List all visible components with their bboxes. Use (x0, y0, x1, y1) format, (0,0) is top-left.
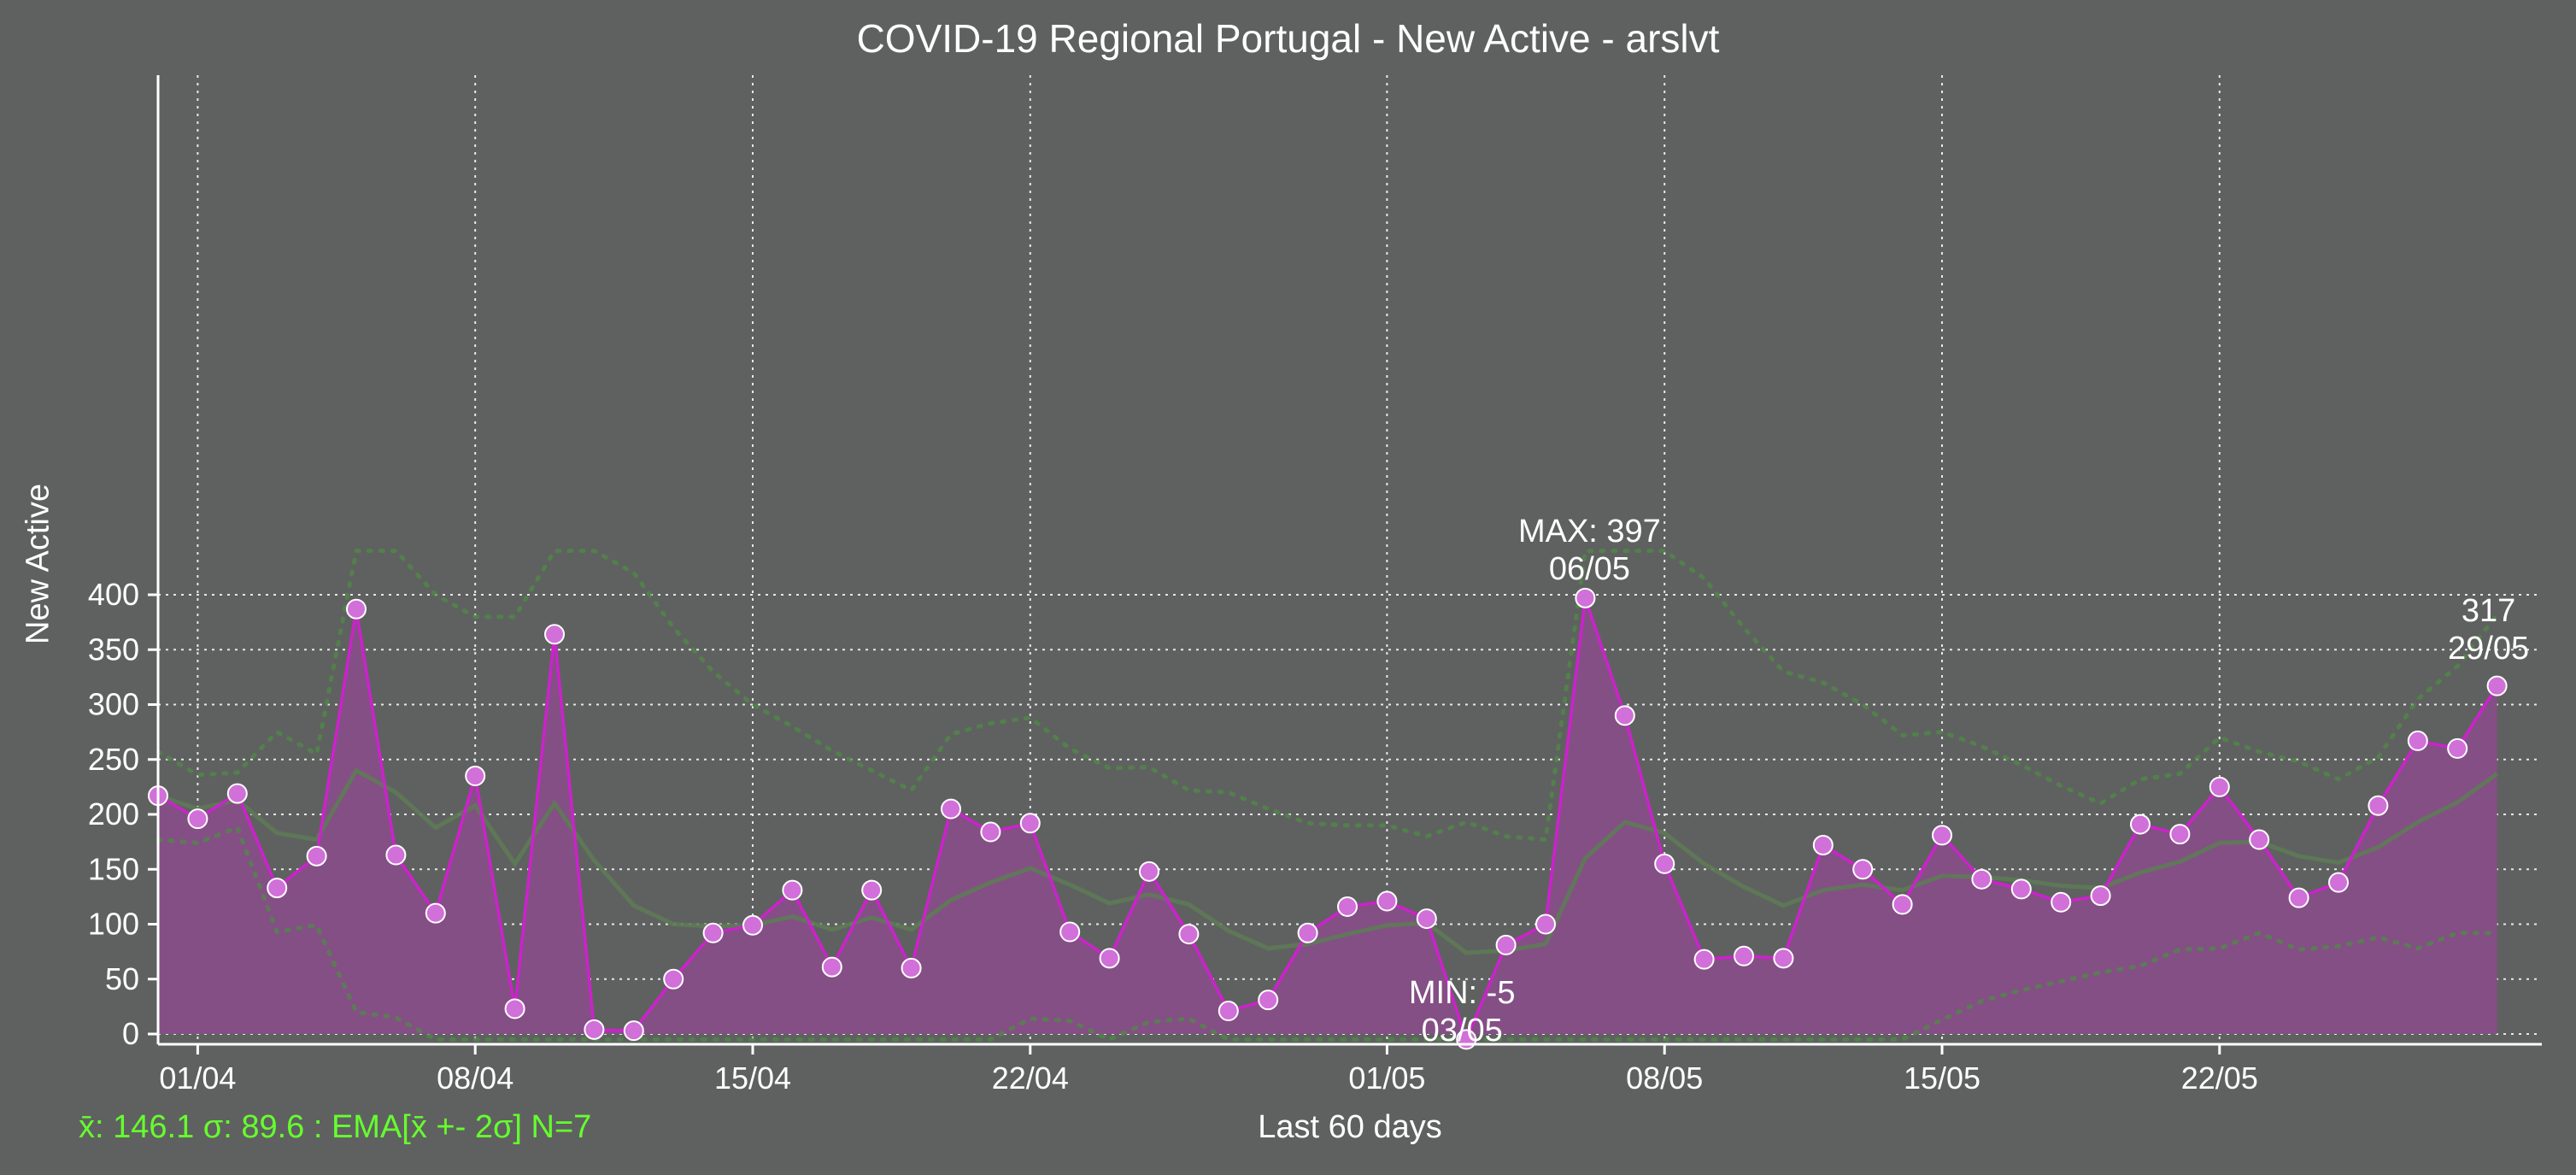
data-point (2288, 887, 2309, 908)
x-tick-label: 08/05 (1626, 1060, 1703, 1096)
data-point (702, 922, 724, 943)
data-point (1654, 853, 1675, 874)
data-point (2010, 878, 2032, 900)
x-tick-label: 08/04 (437, 1060, 513, 1096)
y-tick-label: 150 (88, 851, 139, 886)
y-tick-label: 300 (88, 687, 139, 722)
x-axis-label: Last 60 days (1258, 1109, 1442, 1145)
last-value-date: 29/05 (2448, 630, 2530, 667)
y-ticks: 0 50 100 150 200 250 300 350 400 (88, 577, 158, 1051)
x-tick-label: 22/04 (992, 1060, 1069, 1096)
data-point (821, 956, 842, 978)
data-point (346, 598, 367, 620)
stats-caption: x̄: 146.1 σ: 89.6 : EMA[x̄ +- 2σ] N=7 (79, 1109, 592, 1145)
data-point (980, 821, 1001, 843)
data-point (2249, 829, 2270, 850)
x-tick-label: 01/04 (159, 1060, 236, 1096)
x-tick-label: 15/04 (714, 1060, 791, 1096)
y-tick-label: 350 (88, 632, 139, 667)
data-point (2447, 737, 2468, 759)
data-point (2486, 675, 2508, 696)
data-point (663, 968, 684, 990)
y-tick-label: 400 (88, 577, 139, 612)
data-point (2169, 824, 2191, 845)
data-point (1614, 705, 1635, 726)
data-point (1535, 914, 1556, 935)
data-point (782, 879, 803, 901)
data-point (187, 808, 208, 830)
data-point (504, 998, 525, 1019)
data-point (1495, 934, 1517, 955)
data-point (1971, 868, 1992, 890)
min-annotation-date: 03/05 (1421, 1013, 1503, 1049)
data-point (267, 878, 288, 899)
x-ticks: 01/04 08/04 15/04 22/04 01/05 08/05 15/05 22/05 (159, 1044, 2258, 1096)
data-point (425, 902, 446, 924)
min-annotation-label: MIN: -5 (1408, 975, 1516, 1012)
data-point (2090, 885, 2111, 907)
x-tick-label: 15/05 (1904, 1060, 1980, 1096)
data-point (2051, 891, 2072, 913)
data-point (1218, 1001, 1239, 1022)
series-area-fill (158, 597, 2497, 1040)
data-point (306, 845, 327, 867)
data-point (1178, 924, 1200, 945)
data-point (1734, 945, 1754, 966)
data-point (2209, 776, 2230, 797)
data-point (1019, 813, 1041, 834)
data-point (1812, 834, 1834, 855)
data-point (2368, 795, 2389, 816)
data-point (1059, 921, 1081, 943)
axes (156, 75, 2542, 1046)
last-value-label: 317 (2461, 592, 2516, 629)
y-tick-label: 200 (88, 796, 139, 831)
min-annotation: MIN: -5 03/05 (1409, 974, 1516, 1049)
data-point (1139, 861, 1159, 882)
data-point (901, 957, 922, 978)
last-value-annotation: 317 29/05 (2448, 592, 2529, 667)
y-tick-label: 100 (88, 907, 139, 942)
lower-bound-line (155, 825, 2500, 1043)
data-point (861, 879, 883, 901)
data-point (1258, 990, 1279, 1011)
y-tick-label: 50 (105, 961, 139, 996)
data-point (941, 798, 961, 820)
data-point (1297, 922, 1318, 943)
data-point (465, 766, 486, 787)
data-point (1852, 859, 1874, 880)
max-annotation-date: 06/05 (1548, 550, 1630, 587)
data-point (2328, 872, 2349, 893)
data-point (1932, 825, 1952, 846)
y-tick-label: 0 (122, 1016, 139, 1051)
data-point (1892, 894, 1913, 915)
max-annotation-label: MAX: 397 (1517, 513, 1661, 549)
data-point (2130, 814, 2151, 835)
data-point (2407, 730, 2428, 751)
max-annotation: MAX: 397 06/05 (1518, 513, 1661, 588)
data-point (1099, 948, 1120, 969)
chart-title: COVID-19 Regional Portugal - New Active … (856, 16, 1720, 61)
data-point (742, 914, 763, 936)
data-point (385, 844, 407, 866)
data-point (1337, 896, 1358, 917)
data-point (584, 1019, 605, 1040)
data-points (148, 587, 2508, 1050)
data-point (1693, 949, 1715, 970)
x-tick-label: 01/05 (1348, 1060, 1425, 1096)
x-tick-label: 22/05 (2181, 1060, 2258, 1096)
data-point (1376, 890, 1398, 912)
y-tick-label: 250 (88, 742, 139, 777)
data-point (544, 624, 565, 645)
y-axis-label: New Active (20, 484, 56, 644)
data-point (1416, 908, 1437, 930)
new-active-line (157, 597, 2499, 1044)
data-point (1773, 948, 1794, 969)
data-point (226, 783, 248, 804)
data-point (623, 1020, 644, 1042)
data-point (1575, 587, 1596, 608)
